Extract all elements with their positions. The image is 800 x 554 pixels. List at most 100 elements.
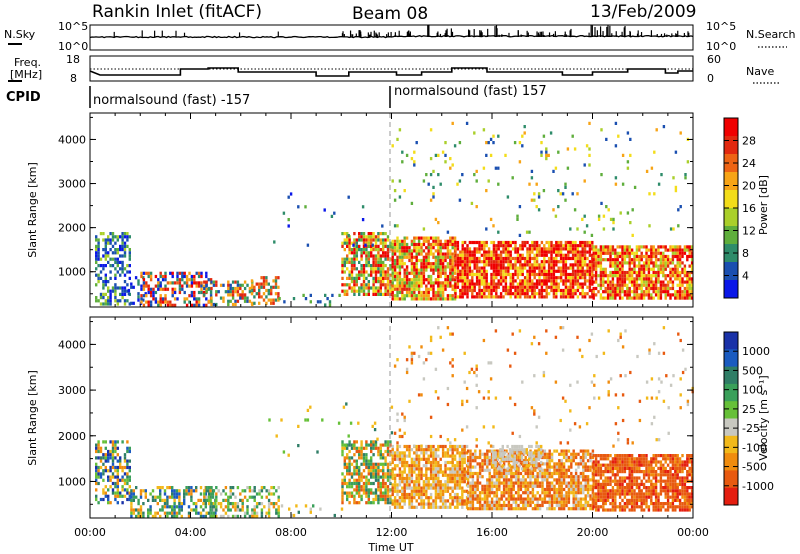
range-gate-cell [341,440,344,444]
range-gate-cell [379,264,382,268]
range-gate-cell [358,449,361,454]
range-gate-cell [581,269,584,273]
range-gate-cell [538,250,541,254]
range-gate-cell [355,478,358,482]
range-gate-cell [151,495,155,499]
range-gate-cell [417,473,421,477]
range-gate-cell [417,483,421,487]
range-gate-cell [353,280,356,284]
range-gate-cell [545,253,548,257]
range-gate-cell [463,247,467,251]
range-gate-cell [599,248,603,252]
range-gate-cell [645,277,648,281]
range-gate-cell [483,455,487,460]
range-gate-cell [121,485,124,489]
range-gate-cell [476,497,479,501]
range-gate-cell [504,285,508,289]
range-gate-cell [567,285,570,289]
range-gate-cell [360,462,363,466]
range-gate-cell [343,257,346,261]
range-gate-cell [475,292,479,296]
range-gate-cell [497,269,500,273]
range-gate-cell [386,292,390,296]
range-gate-cell [370,440,373,444]
range-gate-cell [507,491,511,495]
range-gate-cell [398,287,402,291]
range-gate-cell [461,473,464,477]
range-gate-cell [471,494,475,498]
range-gate-cell [377,232,380,236]
range-gate-cell [270,486,273,490]
range-gate-cell [227,299,230,303]
range-gate-cell [516,266,520,270]
range-gate-cell [231,302,235,307]
range-gate-cell [657,274,660,278]
freq-label-top: Freq. [14,56,41,69]
range-gate-cell [559,272,563,277]
range-gate-cell [195,297,198,301]
range-gate-cell [618,245,622,249]
range-gate-cell [500,503,503,508]
range-gate-cell [664,293,667,297]
range-gate-cell [564,288,568,293]
range-gate-cell [367,481,370,486]
range-gate-cell [524,484,527,488]
range-gate-cell [398,473,402,477]
range-gate-cell [526,487,530,492]
range-gate-cell [287,195,290,199]
range-gate-cell [119,260,122,264]
range-gate-cell [386,478,390,482]
range-gate-cell [142,278,146,282]
range-gate-cell [367,491,370,495]
range-gate-cell [396,249,399,253]
range-gate-cell [592,251,595,255]
range-gate-cell [633,267,636,271]
range-gate-cell [398,451,402,455]
range-gate-cell [346,257,349,261]
range-gate-cell [398,467,402,471]
range-gate-cell [485,227,488,231]
range-gate-cell [403,287,406,291]
range-gate-cell [579,285,582,289]
range-gate-cell [114,241,117,245]
range-gate-cell [362,485,366,489]
range-gate-cell [441,470,445,474]
range-gate-cell [382,497,385,502]
range-gate-cell [446,230,450,234]
range-gate-cell [350,494,354,498]
range-gate-cell [671,286,675,291]
range-gate-cell [483,269,486,273]
range-gate-cell [234,508,237,512]
range-gate-cell [451,502,454,506]
range-gate-cell [441,496,445,500]
range-gate-cell [417,278,421,282]
range-gate-cell [481,487,484,492]
range-gate-cell [678,258,682,262]
range-gate-cell [121,286,124,290]
range-gate-cell [227,505,230,509]
range-gate-cell [528,182,531,186]
range-gate-cell [260,514,264,518]
range-gate-cell [640,245,643,249]
range-gate-cell [437,444,440,449]
range-gate-cell [439,486,442,490]
range-gate-cell [121,244,124,248]
range-gate-cell [126,472,129,476]
range-gate-cell [676,277,679,281]
range-gate-cell [614,264,617,268]
range-gate-cell [393,252,397,256]
range-gate-cell [476,500,479,504]
range-gate-cell [588,276,592,280]
range-gate-cell [341,289,344,293]
range-gate-cell [346,292,349,296]
range-gate-cell [480,295,484,299]
range-gate-cell [604,258,607,262]
range-gate-cell [466,260,469,264]
range-gate-cell [97,264,100,268]
range-gate-cell [652,264,655,268]
range-gate-cell [519,471,523,476]
range-gate-cell [358,472,361,476]
range-gate-cell [497,253,500,257]
range-gate-cell [403,470,406,474]
